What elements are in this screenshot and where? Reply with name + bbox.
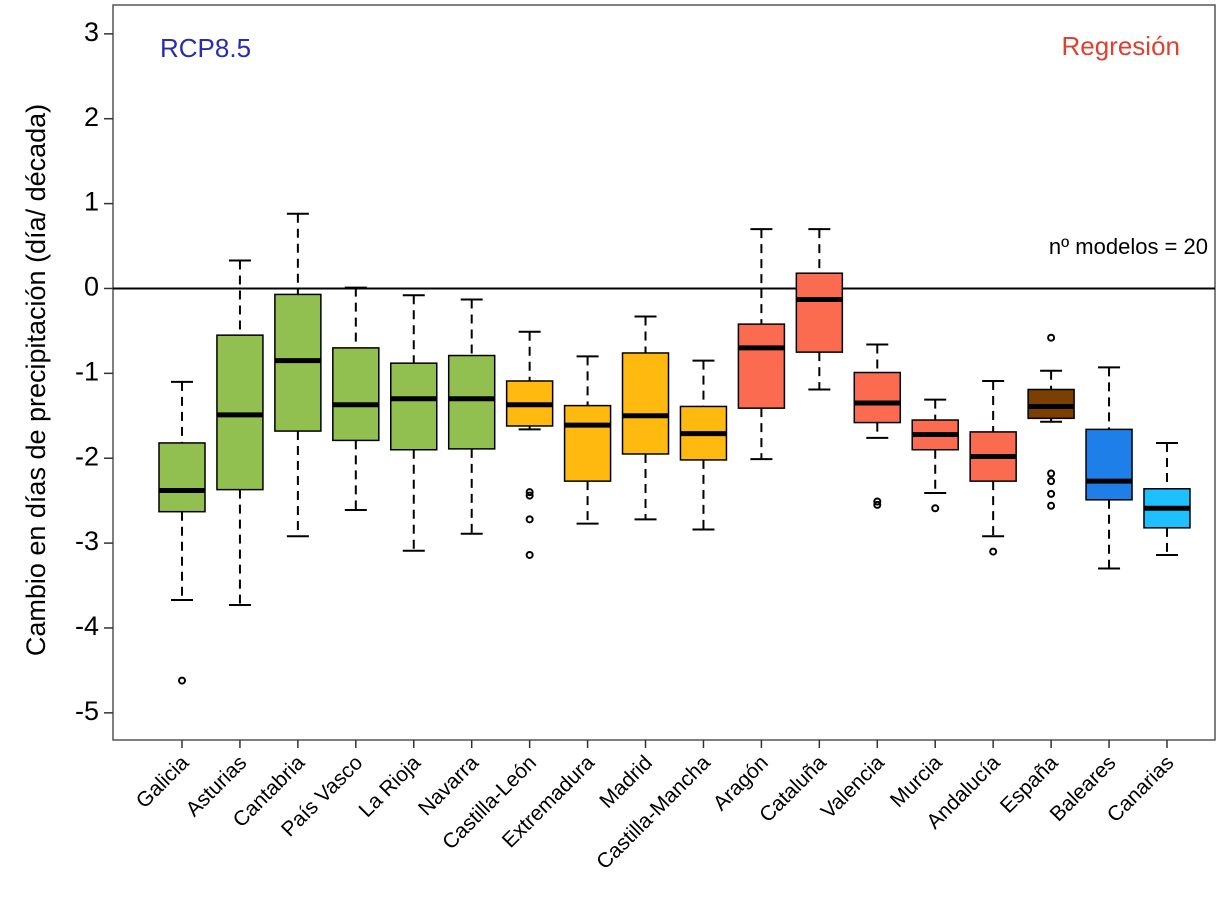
box — [158, 442, 206, 513]
y-tick-label: 2 — [84, 102, 99, 132]
box — [795, 272, 844, 353]
annotation: RCP8.5 — [160, 33, 251, 63]
y-tick-label: -5 — [75, 696, 99, 726]
x-tick-label: Valencia — [817, 751, 889, 823]
outlier — [873, 497, 882, 506]
box — [447, 354, 496, 450]
outlier — [525, 515, 534, 524]
outlier — [873, 500, 882, 509]
box — [563, 404, 612, 482]
y-tick-label: -3 — [75, 526, 99, 556]
outlier — [931, 504, 940, 513]
y-tick-label: 3 — [84, 17, 99, 47]
outlier — [1047, 501, 1056, 510]
outlier — [1047, 489, 1056, 498]
outlier — [989, 547, 998, 556]
box — [737, 323, 786, 409]
outlier — [525, 491, 534, 500]
outlier — [1047, 477, 1056, 486]
y-tick-label: -1 — [75, 356, 99, 386]
y-tick-label: 1 — [84, 187, 99, 217]
box — [1085, 428, 1133, 501]
outlier — [1047, 469, 1056, 478]
box — [621, 352, 670, 455]
outlier — [525, 488, 534, 497]
plot-frame — [112, 4, 1216, 741]
annotation: nº modelos = 20 — [1049, 234, 1208, 259]
box — [1027, 388, 1075, 420]
y-tick-label: -4 — [75, 611, 99, 641]
outlier — [1047, 333, 1056, 342]
x-tick-label: La Rioja — [354, 751, 425, 822]
box — [853, 371, 902, 424]
outlier — [525, 550, 534, 559]
box — [216, 334, 264, 491]
annotation: Regresión — [1061, 31, 1180, 61]
y-axis-label: Cambio en días de precipitación (día/ dé… — [21, 104, 51, 656]
y-tick-label: -2 — [75, 441, 99, 471]
y-tick-label: 0 — [84, 272, 99, 302]
outlier — [178, 676, 186, 685]
box — [332, 347, 380, 442]
box — [390, 362, 438, 451]
